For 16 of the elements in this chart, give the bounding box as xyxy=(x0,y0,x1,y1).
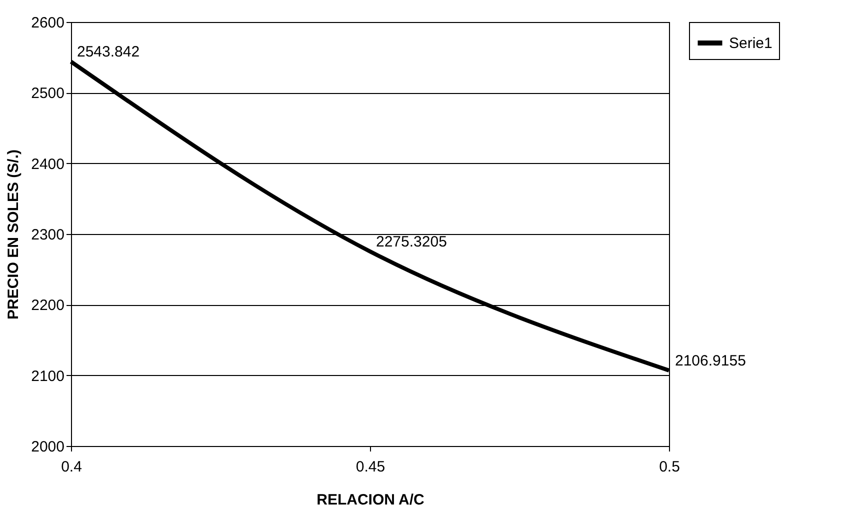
x-tick-label: 0.5 xyxy=(659,458,680,476)
x-tick-label: 0.45 xyxy=(356,458,386,476)
y-axis-title: PRECIO EN SOLES (S/.) xyxy=(5,149,22,320)
legend-label: Serie1 xyxy=(729,35,772,52)
y-tick-label: 2200 xyxy=(31,297,64,314)
y-tick-label: 2600 xyxy=(31,14,64,32)
data-label: 2543.842 xyxy=(77,44,140,61)
x-tick-label: 0.4 xyxy=(61,458,82,476)
y-tick-label: 2500 xyxy=(31,85,64,102)
y-tick-label: 2100 xyxy=(31,368,64,385)
x-axis-title: RELACION A/C xyxy=(316,492,425,508)
y-tick-label: 2400 xyxy=(31,156,64,173)
y-tick-label: 2300 xyxy=(31,226,64,244)
data-label: 2275.3205 xyxy=(376,233,447,250)
y-tick-label: 2000 xyxy=(31,438,64,456)
data-label: 2106.9155 xyxy=(675,352,746,370)
